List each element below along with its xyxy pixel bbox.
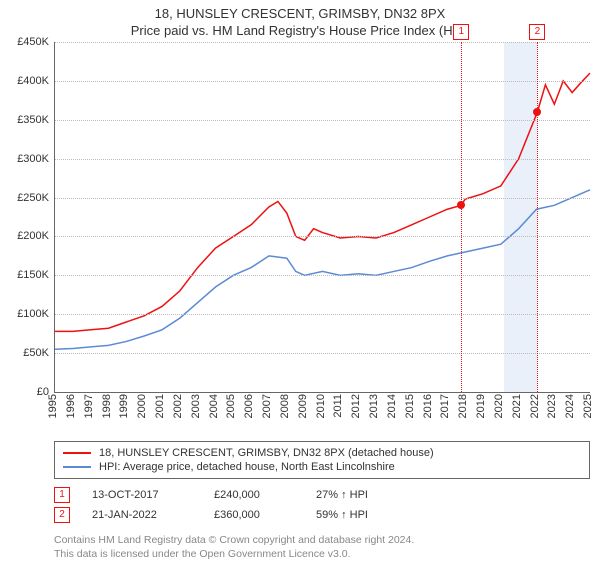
legend-item: HPI: Average price, detached house, Nort… [63,460,581,474]
attribution-line: Contains HM Land Registry data © Crown c… [54,533,590,547]
x-axis-label: 2022 [529,394,541,434]
x-axis-label: 1999 [118,394,130,434]
x-axis-label: 2001 [154,394,166,434]
x-axis-label: 2008 [279,394,291,434]
y-axis-label: £350K [17,114,55,126]
gridline [55,236,590,237]
x-axis-label: 2007 [261,394,273,434]
sale-badge: 1 [54,487,70,503]
sale-delta: 59% ↑ HPI [316,509,416,521]
sale-rows: 1 13-OCT-2017 £240,000 27% ↑ HPI 2 21-JA… [54,485,590,525]
gridline [55,159,590,160]
sale-price: £240,000 [214,489,294,501]
chart-plot-area: £0£50K£100K£150K£200K£250K£300K£350K£400… [54,42,590,393]
attribution-line: This data is licensed under the Open Gov… [54,547,590,561]
x-axis-label: 2006 [243,394,255,434]
y-axis-label: £400K [17,75,55,87]
x-axis-label: 2010 [315,394,327,434]
y-axis-label: £100K [17,308,55,320]
sale-price: £360,000 [214,509,294,521]
sale-badge-marker: 1 [453,24,469,40]
x-axis-label: 2011 [332,394,344,434]
y-axis-label: £200K [17,230,55,242]
x-axis-label: 2023 [546,394,558,434]
gridline [55,314,590,315]
x-axis-label: 2020 [493,394,505,434]
x-axis-label: 2021 [511,394,523,434]
chart-title-main: 18, HUNSLEY CRESCENT, GRIMSBY, DN32 8PX [0,0,600,21]
x-axis-label: 2017 [439,394,451,434]
x-axis-label: 2012 [350,394,362,434]
legend-swatch [63,452,91,454]
gridline [55,42,590,43]
gridline [55,198,590,199]
gridline [55,120,590,121]
x-axis-label: 1995 [47,394,59,434]
gridline [55,275,590,276]
x-axis-label: 2015 [404,394,416,434]
x-axis-label: 2004 [208,394,220,434]
sale-row: 1 13-OCT-2017 £240,000 27% ↑ HPI [54,485,590,505]
chart-title-sub: Price paid vs. HM Land Registry's House … [0,21,600,42]
y-axis-label: £150K [17,269,55,281]
legend-box: 18, HUNSLEY CRESCENT, GRIMSBY, DN32 8PX … [54,441,590,479]
sale-date: 13-OCT-2017 [92,489,192,501]
y-axis-label: £300K [17,153,55,165]
chart-lines [55,42,590,392]
sale-badge-marker: 2 [529,24,545,40]
x-axis-label: 2018 [457,394,469,434]
x-axis-label: 2019 [475,394,487,434]
x-axis-label: 2000 [136,394,148,434]
series-price_paid [55,73,590,331]
sale-vline [537,42,538,392]
y-axis-label: £250K [17,192,55,204]
gridline [55,353,590,354]
sale-point-marker [533,108,541,116]
attribution: Contains HM Land Registry data © Crown c… [54,533,590,561]
x-axis-label: 1997 [83,394,95,434]
legend-label: HPI: Average price, detached house, Nort… [99,461,395,473]
sale-badge: 2 [54,507,70,523]
legend-label: 18, HUNSLEY CRESCENT, GRIMSBY, DN32 8PX … [99,447,434,459]
sale-vline [461,42,462,392]
gridline [55,81,590,82]
x-axis-label: 2024 [564,394,576,434]
legend-swatch [63,466,91,468]
x-axis-label: 2003 [190,394,202,434]
y-axis-label: £450K [17,36,55,48]
x-axis-label: 2016 [422,394,434,434]
sale-point-marker [457,201,465,209]
x-axis-label: 2009 [297,394,309,434]
x-axis-label: 1996 [65,394,77,434]
sale-row: 2 21-JAN-2022 £360,000 59% ↑ HPI [54,505,590,525]
sale-delta: 27% ↑ HPI [316,489,416,501]
x-axis-label: 2014 [386,394,398,434]
legend-item: 18, HUNSLEY CRESCENT, GRIMSBY, DN32 8PX … [63,446,581,460]
series-hpi [55,190,590,349]
x-axis-label: 2013 [368,394,380,434]
x-axis-label: 2002 [172,394,184,434]
x-axis-label: 1998 [101,394,113,434]
x-axis-label: 2005 [225,394,237,434]
x-axis-label: 2025 [582,394,594,434]
sale-date: 21-JAN-2022 [92,509,192,521]
y-axis-label: £50K [23,347,55,359]
